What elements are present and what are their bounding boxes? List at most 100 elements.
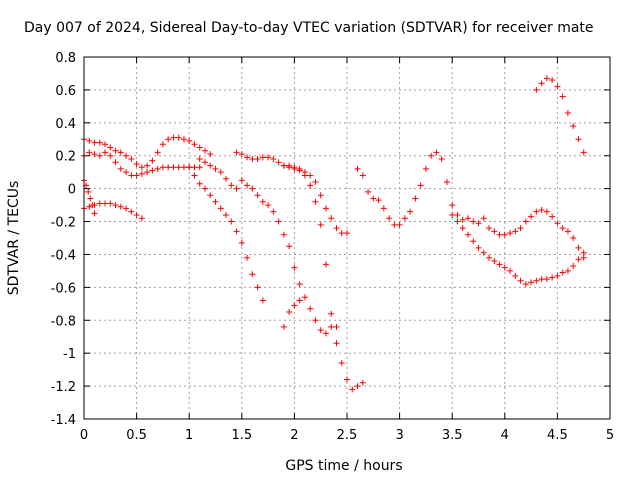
data-point-track-j [459,216,466,223]
data-point-track-b [154,165,161,172]
data-point-track-k [496,261,503,268]
data-point-track-k [454,218,461,225]
data-point-track-a [165,136,172,143]
data-point-track-b [128,172,135,179]
data-point-track-b [191,164,198,171]
data-point-track-b [123,169,130,176]
data-point-track-f [238,177,245,184]
data-point-track-a [196,144,203,151]
data-point-track-f [317,327,324,334]
data-point-track-j [359,172,366,179]
data-point-track-b [175,164,182,171]
data-point-track-a [107,144,114,151]
data-point-track-e [238,239,245,246]
data-point-track-c [117,203,124,210]
data-point-track-g [254,156,261,163]
x-tick-label: 4.5 [547,428,568,443]
y-tick-label: -1.4 [51,413,76,428]
data-point-track-j [370,195,377,202]
data-point-track-f [280,231,287,238]
data-point-track-j [454,211,461,218]
data-point-track-g [249,156,256,163]
y-tick-label: -1.2 [51,380,76,395]
data-point-track-e [244,254,251,261]
data-point-track-h [291,165,298,172]
data-point-track-j [401,215,408,222]
data-point-track-h [322,205,329,212]
data-point-track-g [328,310,335,317]
data-point-track-g [270,156,277,163]
data-point-track-a [191,141,198,148]
data-point-track-a [149,157,156,164]
data-point-track-f [291,264,298,271]
data-point-track-d [89,202,96,209]
data-point-track-j [470,218,477,225]
data-point-track-k [475,244,482,251]
data-point-track-f [301,294,308,301]
data-point-track-d [87,195,94,202]
data-point-track-h [312,179,319,186]
data-point-track-b [91,151,98,158]
data-point-track-a [91,139,98,146]
data-point-track-a [138,164,145,171]
data-point-track-k [533,277,540,284]
data-point-track-l [522,218,529,225]
data-point-track-a [159,141,166,148]
data-point-track-j [475,220,482,227]
data-point-track-f [233,185,240,192]
data-point-track-l [512,228,519,235]
data-point-track-j [449,202,456,209]
y-tick-label: 0 [68,183,76,198]
data-point-track-e [217,205,224,212]
data-point-track-g [317,221,324,228]
data-point-track-l [491,228,498,235]
data-point-track-g [307,182,314,189]
y-tick-label: -0.4 [51,248,76,263]
data-point-track-b [149,167,156,174]
x-tick-label: 0 [80,428,88,443]
data-point-track-m [543,75,550,82]
data-point-track-c [112,202,119,209]
data-point-track-f [312,317,319,324]
data-point-track-f [275,218,282,225]
data-point-track-c [86,203,93,210]
data-point-track-j [412,195,419,202]
data-point-track-c [128,208,135,215]
data-point-track-l [528,213,535,220]
data-point-track-k [522,281,529,288]
data-point-track-g [322,261,329,268]
data-point-track-e [191,172,198,179]
data-point-track-f [212,165,219,172]
data-point-track-k [570,262,577,269]
data-point-track-l [501,231,508,238]
gridlines [84,57,610,419]
data-point-track-b [86,149,93,156]
data-point-track-a [86,137,93,144]
data-point-track-k [507,267,514,274]
data-point-track-b [96,152,103,159]
y-tick-label: 0.6 [55,84,76,99]
data-point-track-e [249,271,256,278]
y-tick-label: 0.8 [55,51,76,66]
data-point-track-m [564,109,571,116]
data-point-track-b [112,159,119,166]
data-point-track-k [517,277,524,284]
data-point-track-k [464,231,471,238]
data-point-track-h [328,215,335,222]
data-point-track-h [333,225,340,232]
data-point-track-a [175,134,182,141]
data-point-track-a [201,147,208,154]
x-axis-label: GPS time / hours [285,458,402,474]
data-point-track-j [443,179,450,186]
data-point-track-b [180,164,187,171]
plot-frame [83,56,611,420]
data-point-track-k [470,238,477,245]
x-tick-label: 1 [185,428,193,443]
data-point-track-d [85,188,92,195]
data-point-track-a [96,139,103,146]
data-point-track-l [507,230,514,237]
data-point-track-a [180,136,187,143]
data-point-track-e [212,198,219,205]
data-point-track-f [201,159,208,166]
